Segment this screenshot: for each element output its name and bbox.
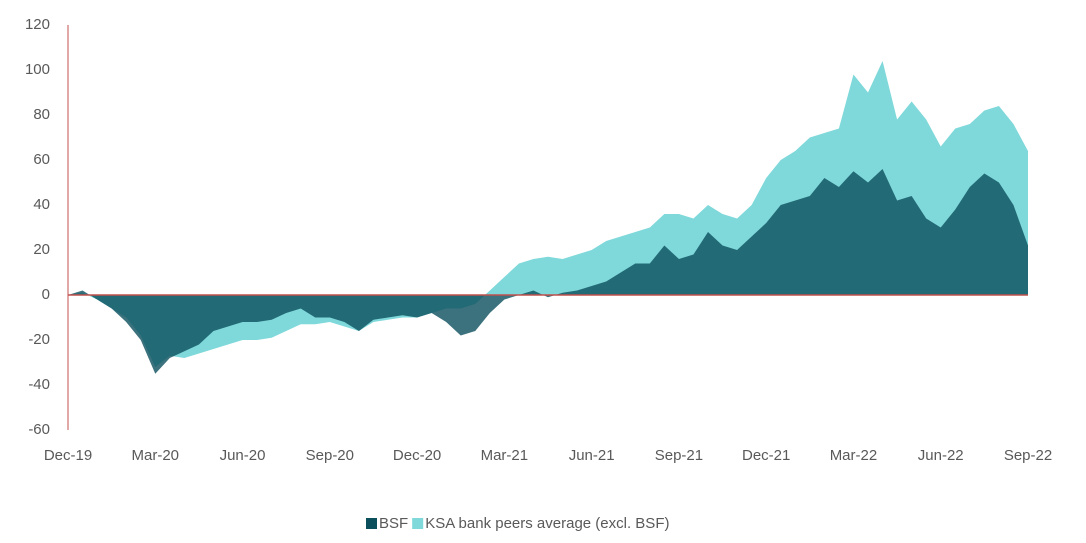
y-tick-label: 0	[42, 286, 50, 303]
y-tick-label: 40	[33, 196, 50, 213]
y-tick-label: -60	[28, 421, 50, 438]
area	[68, 169, 1028, 374]
x-tick-label: Dec-21	[742, 447, 790, 464]
y-tick-label: -40	[28, 376, 50, 393]
y-tick-label: 60	[33, 151, 50, 168]
x-tick-label: Mar-22	[830, 447, 878, 464]
y-tick-label: -20	[28, 331, 50, 348]
x-tick-label: Mar-20	[132, 447, 180, 464]
x-tick-label: Dec-20	[393, 447, 441, 464]
x-tick-label: Mar-21	[481, 447, 529, 464]
x-tick-label: Sep-20	[306, 447, 354, 464]
legend-label: BSF	[379, 515, 408, 532]
y-tick-label: 20	[33, 241, 50, 258]
x-tick-label: Jun-22	[918, 447, 964, 464]
x-tick-label: Jun-21	[569, 447, 615, 464]
x-tick-label: Jun-20	[220, 447, 266, 464]
x-tick-label: Sep-22	[1004, 447, 1052, 464]
legend-swatch	[412, 518, 424, 529]
y-tick-label: 80	[33, 106, 50, 123]
legend-label: KSA bank peers average (excl. BSF)	[425, 515, 669, 532]
x-tick-label: Sep-21	[655, 447, 703, 464]
y-tick-label: 100	[25, 61, 50, 78]
legend-swatch	[366, 518, 377, 529]
x-tick-label: Dec-19	[44, 447, 92, 464]
y-tick-label: 120	[25, 16, 50, 33]
